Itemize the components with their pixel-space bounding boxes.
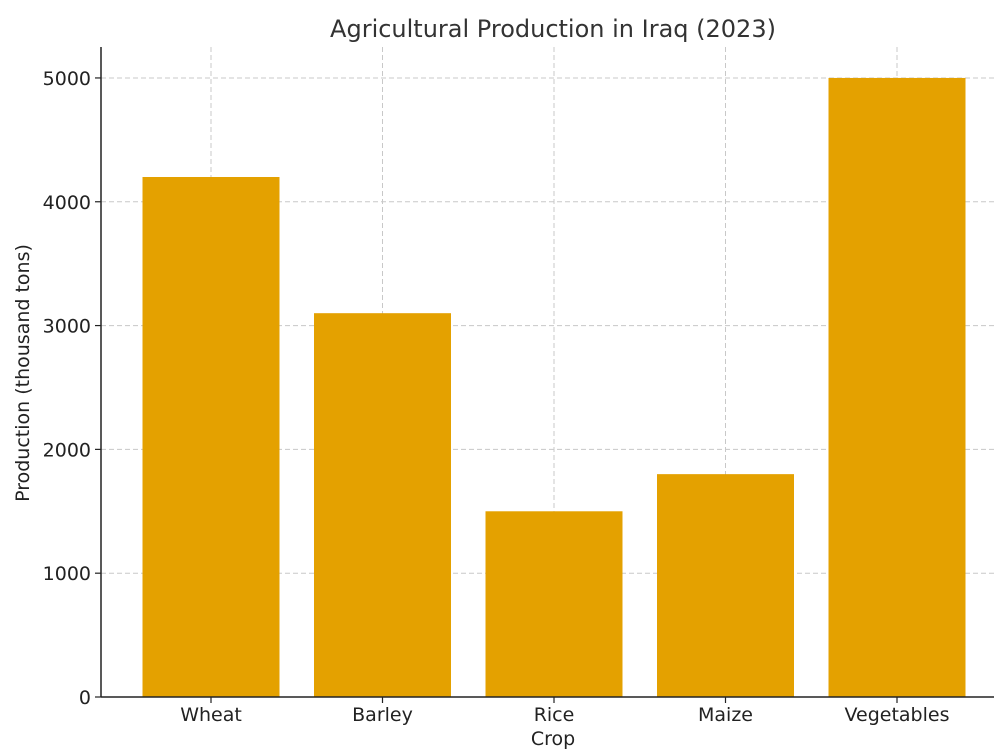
y-tick-label: 0	[79, 687, 91, 709]
chart-title: Agricultural Production in Iraq (2023)	[330, 15, 776, 43]
y-tick-label: 4000	[43, 192, 91, 214]
x-tick-label: Vegetables	[845, 704, 950, 726]
y-tick-label: 5000	[43, 68, 91, 90]
axes	[95, 47, 994, 703]
bar-barley	[314, 313, 451, 697]
y-tick-label: 3000	[43, 316, 91, 338]
x-tick-label: Rice	[534, 704, 575, 726]
y-tick-label: 1000	[43, 563, 91, 585]
x-axis-label: Crop	[531, 728, 575, 749]
bar-maize	[657, 474, 794, 697]
tick-labels: 0 1000 2000 3000 4000 5000 Wheat Barley Rice Maiz…	[43, 68, 950, 726]
x-tick-label: Maize	[698, 704, 753, 726]
bar-wheat	[142, 177, 280, 697]
bars	[142, 77, 966, 697]
x-tick-label: Wheat	[180, 704, 242, 726]
y-tick-label: 2000	[43, 439, 91, 461]
y-axis-label: Production (thousand tons)	[12, 244, 34, 502]
bar-vegetables	[828, 77, 966, 697]
x-tick-label: Barley	[352, 704, 413, 726]
bar-rice	[485, 511, 623, 697]
